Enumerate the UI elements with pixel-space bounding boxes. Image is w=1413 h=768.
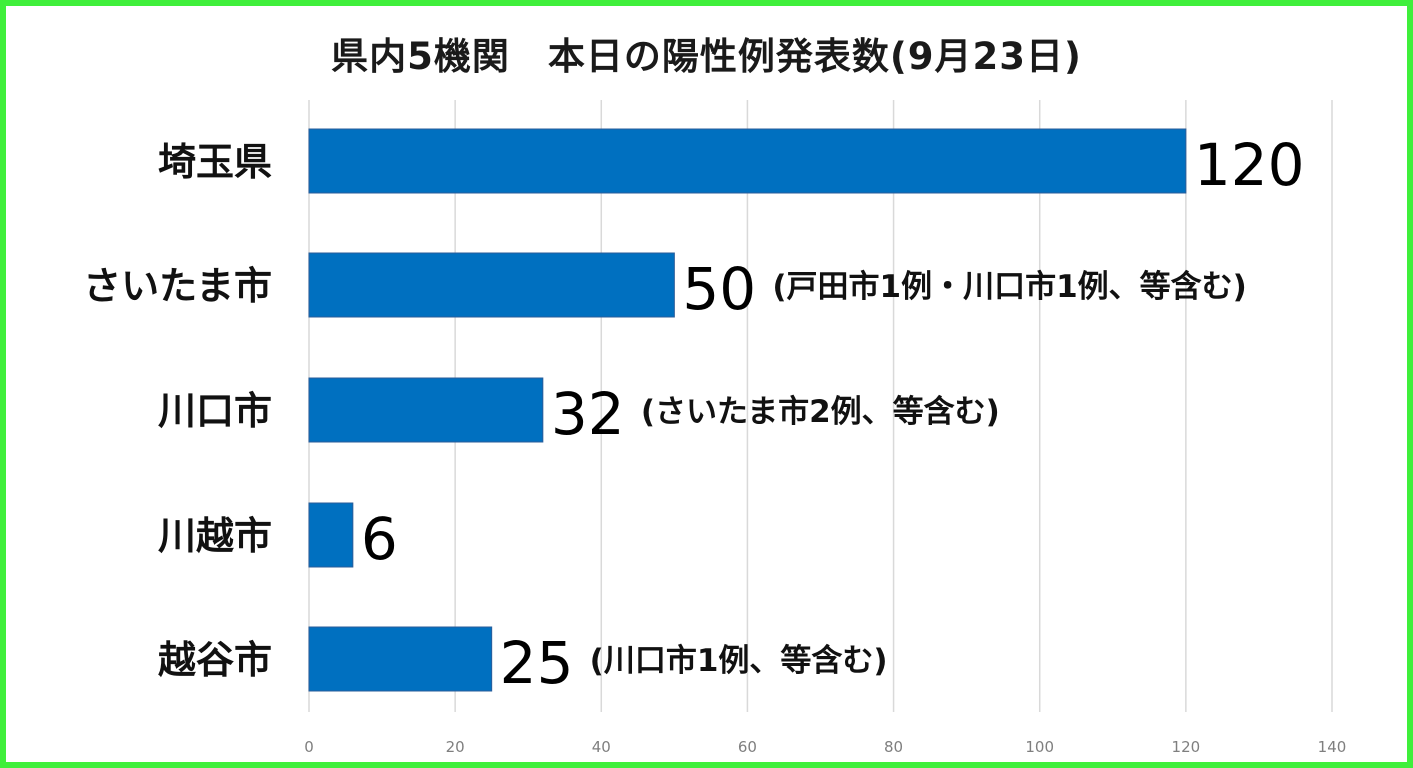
x-tick-label: 140: [1318, 738, 1347, 756]
data-label: 25: [500, 629, 574, 697]
x-tick-label: 120: [1172, 738, 1201, 756]
bar: [308, 626, 493, 692]
x-tick-label: 0: [304, 738, 314, 756]
bar-annotation: (川口市1例、等含む): [590, 643, 888, 679]
category-label: さいたま市: [83, 264, 272, 308]
data-label: 50: [682, 255, 756, 323]
data-label: 32: [551, 380, 625, 448]
data-label: 6: [361, 505, 398, 573]
data-label: 120: [1194, 131, 1305, 199]
x-tick-label: 80: [884, 738, 903, 756]
category-label: 埼玉県: [158, 140, 272, 184]
x-tick-label: 20: [446, 738, 465, 756]
bar: [308, 377, 544, 443]
bar: [308, 252, 675, 318]
x-tick-label: 100: [1025, 738, 1054, 756]
category-label: 川越市: [158, 514, 272, 558]
category-label: 川口市: [158, 389, 272, 433]
x-tick-label: 60: [738, 738, 757, 756]
bar: [308, 128, 1187, 194]
x-tick-label: 40: [592, 738, 611, 756]
bar-annotation: (さいたま市2例、等含む): [641, 394, 1000, 430]
chart-title: 県内5機関 本日の陽性例発表数(9月23日): [331, 35, 1082, 78]
bar-annotation: (戸田市1例・川口市1例、等含む): [772, 269, 1246, 305]
category-label: 越谷市: [158, 638, 272, 682]
bar: [308, 502, 354, 568]
